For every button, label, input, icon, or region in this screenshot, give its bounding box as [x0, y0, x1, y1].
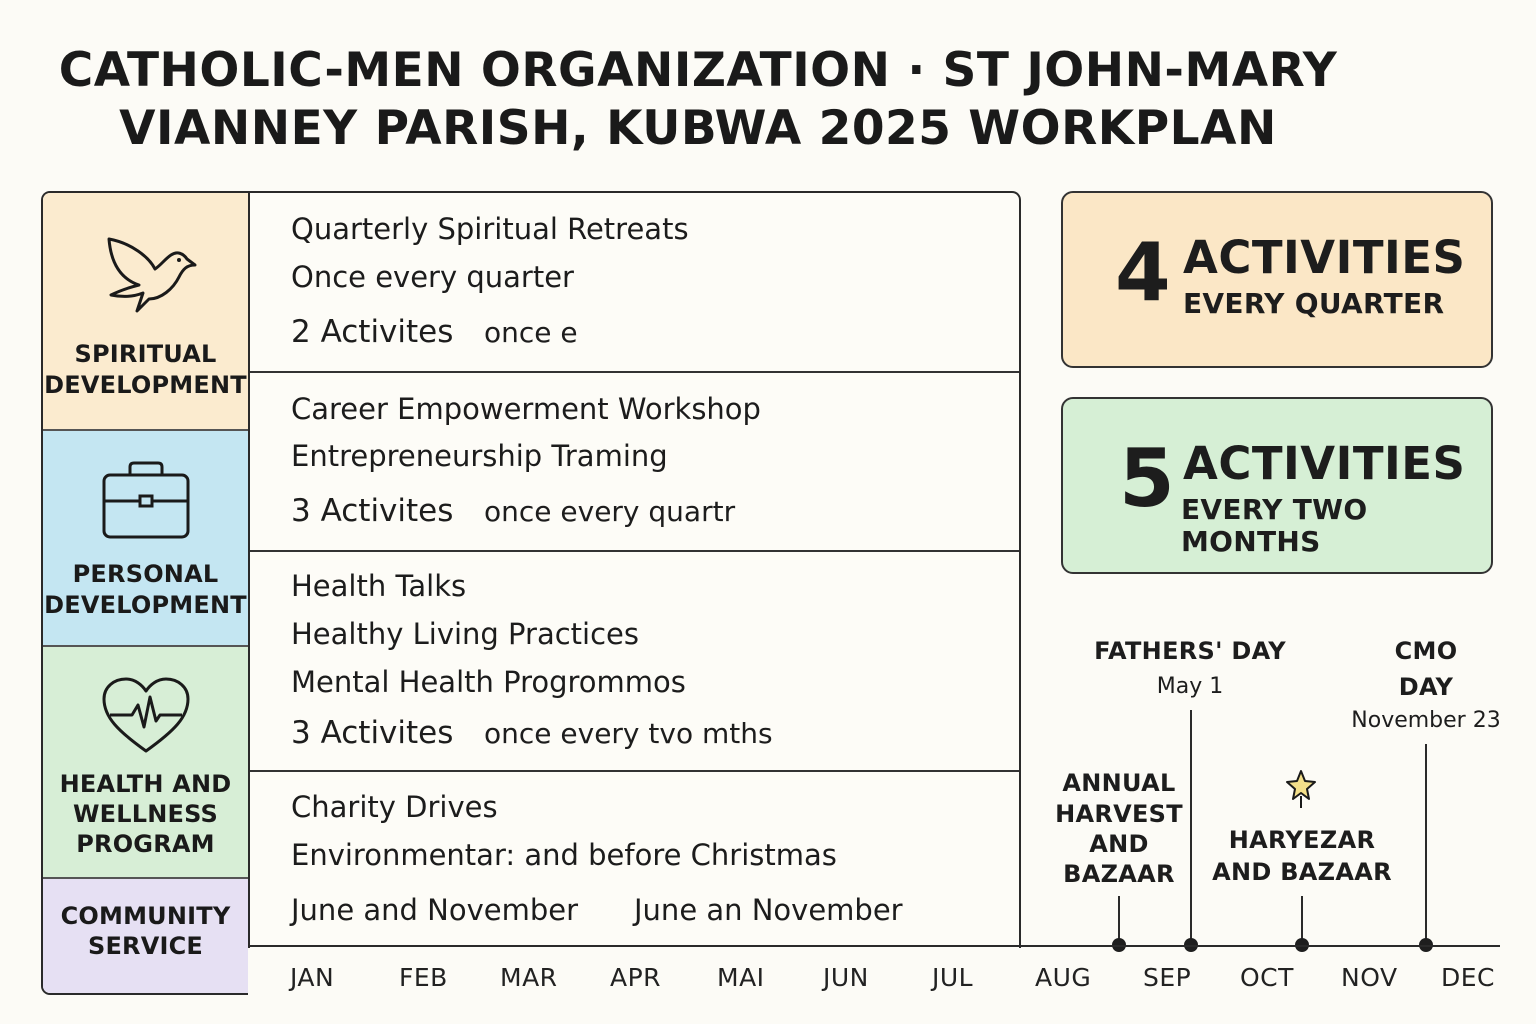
- month-label: JAN: [290, 963, 335, 992]
- stat-card-quarterly: 4 ACTIVITIES EVERY QUARTER: [1061, 191, 1493, 368]
- category-label: WELLNESS: [72, 800, 219, 828]
- stat-sublabel: EVERY QUARTER: [1183, 287, 1445, 320]
- category-label: DEVELOPMENT: [44, 371, 247, 399]
- category-label: COMMUNITY: [60, 902, 231, 930]
- event-stem: [1301, 896, 1303, 946]
- activity-table: Quarterly Spiritual Retreats Once every …: [248, 191, 1021, 948]
- event-stem: [1118, 896, 1120, 946]
- category-community: COMMUNITY SERVICE: [43, 879, 248, 993]
- stat-card-bimonthly: 5 ACTIVITIES EVERY TWO MONTHS: [1061, 397, 1493, 574]
- activity-line: Quarterly Spiritual Retreats: [291, 212, 689, 246]
- month-label: APR: [610, 963, 662, 992]
- month-label: JUN: [823, 963, 869, 992]
- event-cmo-title: CMO: [1394, 637, 1458, 665]
- category-personal: PERSONAL DEVELOPMENT: [43, 431, 248, 647]
- activity-line: Mental Health Progrommos: [291, 665, 686, 699]
- activity-row-personal: Career Empowerment Workshop Entrepreneur…: [250, 373, 1019, 552]
- category-label: SPIRITUAL: [74, 340, 217, 368]
- category-label: PERSONAL: [72, 560, 219, 588]
- event-haryezar-title: HARYEZAR: [1228, 826, 1376, 854]
- category-label: PROGRAM: [76, 830, 215, 858]
- heart-pulse-icon: [43, 675, 248, 755]
- month-label: SEP: [1143, 963, 1192, 992]
- event-harvest-title: BAZAAR: [1063, 860, 1175, 888]
- event-harvest-title: AND: [1089, 830, 1149, 858]
- event-stem: [1190, 710, 1192, 946]
- event-harvest-title: ANNUAL: [1062, 769, 1176, 797]
- activity-line: Health Talks: [291, 569, 467, 603]
- dove-icon: [43, 229, 248, 324]
- category-label: DEVELOPMENT: [44, 591, 247, 619]
- category-column: SPIRITUAL DEVELOPMENT PERSONAL DEVELOPME…: [41, 191, 248, 995]
- activity-frequency: once e: [484, 316, 578, 349]
- event-harvest-title: HARVEST: [1055, 800, 1183, 828]
- category-label: HEALTH AND: [59, 770, 232, 798]
- activity-row-health: Health Talks Healthy Living Practices Me…: [250, 552, 1019, 772]
- activity-frequency: once every quartr: [484, 495, 736, 528]
- activity-count: 3 Activites: [291, 715, 454, 751]
- event-fathers-day-date: May 1: [1156, 674, 1224, 699]
- stat-sublabel: EVERY TWO MONTHS: [1181, 493, 1368, 558]
- activity-count: June and November: [291, 893, 579, 927]
- event-stem: [1425, 744, 1427, 946]
- stat-number: 4: [1115, 226, 1171, 319]
- month-label: AUG: [1035, 963, 1092, 992]
- timeline-axis: [248, 945, 1500, 947]
- month-label: MAI: [717, 963, 765, 992]
- month-label: MAR: [500, 963, 558, 992]
- activity-row-community: Charity Drives Environmentar: and before…: [250, 772, 1019, 950]
- event-haryezar-title: AND BAZAAR: [1212, 858, 1392, 886]
- activity-frequency: June an November: [634, 893, 903, 927]
- event-cmo-date: November 23: [1351, 708, 1501, 733]
- stat-number: 5: [1119, 432, 1175, 525]
- title-line-2: VIANNEY PARISH, KUBWA 2025 WORKPLAN: [119, 101, 1277, 156]
- month-label: FEB: [399, 963, 448, 992]
- category-label: SERVICE: [87, 932, 204, 960]
- briefcase-icon: [43, 459, 248, 543]
- activity-line: Charity Drives: [291, 790, 498, 824]
- star-icon: [1284, 768, 1318, 814]
- category-health: HEALTH AND WELLNESS PROGRAM: [43, 647, 248, 879]
- event-fathers-day-title: FATHERS' DAY: [1094, 637, 1286, 665]
- event-cmo-title: DAY: [1398, 673, 1454, 701]
- month-label: NOV: [1341, 963, 1398, 992]
- activity-line: Once every quarter: [291, 260, 574, 294]
- activity-count: 3 Activites: [291, 493, 454, 529]
- activity-frequency: once every tvo mths: [484, 717, 773, 750]
- activity-count: 2 Activites: [291, 314, 454, 350]
- activity-row-spiritual: Quarterly Spiritual Retreats Once every …: [250, 193, 1019, 373]
- category-spiritual: SPIRITUAL DEVELOPMENT: [43, 193, 248, 431]
- activity-line: Healthy Living Practices: [291, 617, 639, 651]
- activity-line: Career Empowerment Workshop: [291, 392, 761, 426]
- month-label: DEC: [1441, 963, 1496, 992]
- activity-line: Entrepreneurship Traming: [291, 439, 668, 473]
- month-label: OCT: [1240, 963, 1294, 992]
- month-label: JUL: [932, 963, 974, 992]
- activity-line: Environmentar: and before Christmas: [291, 838, 837, 872]
- stat-label: ACTIVITIES: [1183, 231, 1466, 284]
- stat-label: ACTIVITIES: [1183, 437, 1466, 490]
- title-line-1: CATHOLIC-MEN ORGANIZATION · ST JOHN-MARY: [58, 43, 1338, 98]
